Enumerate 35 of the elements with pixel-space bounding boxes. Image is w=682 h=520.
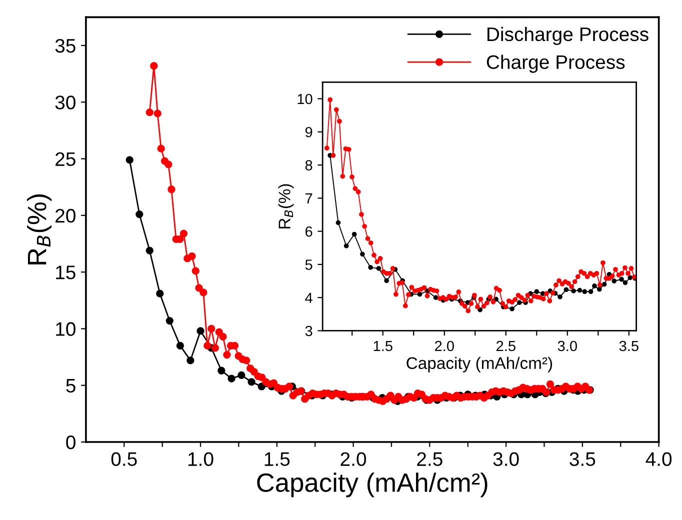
x-tick-label: 3.0 bbox=[558, 340, 577, 352]
y-axis-title: R$_{B}$(%) bbox=[278, 184, 294, 228]
x-tick-label: 3.5 bbox=[619, 340, 638, 352]
x-tick-label: 1.5 bbox=[374, 340, 392, 352]
y-tick-label: 30 bbox=[55, 96, 76, 110]
legend-label: Discharge Process bbox=[488, 26, 648, 46]
x-tick-label: 2.0 bbox=[340, 452, 366, 466]
y-tick-label: 5 bbox=[66, 379, 76, 393]
y-tick-label: 20 bbox=[56, 208, 76, 223]
y-axis-title: R$_{B}$(%) bbox=[27, 194, 52, 264]
legend-label: Charge Process bbox=[486, 54, 625, 73]
x-tick-label: 4.0 bbox=[646, 452, 672, 466]
y-tick-label: 35 bbox=[55, 38, 76, 53]
y-tick-label: 10 bbox=[56, 322, 76, 336]
y-tick-label: 15 bbox=[56, 266, 76, 280]
y-tick-label: 25 bbox=[56, 152, 76, 166]
x-tick-label: 1.0 bbox=[188, 452, 214, 466]
y-tick-label: 7 bbox=[306, 193, 312, 204]
y-tick-label: 0 bbox=[66, 435, 76, 450]
x-tick-label: 1.5 bbox=[264, 452, 290, 466]
y-tick-label: 8 bbox=[305, 160, 312, 170]
y-tick-label: 10 bbox=[298, 94, 312, 104]
x-tick-label: 3.0 bbox=[493, 452, 519, 466]
x-tick-label: 0.5 bbox=[111, 452, 137, 466]
x-tick-label: 3.5 bbox=[570, 452, 596, 466]
x-tick-label: 2.5 bbox=[496, 340, 516, 352]
y-tick-label: 9 bbox=[305, 126, 312, 138]
y-tick-label: 4 bbox=[305, 292, 312, 303]
y-tick-label: 6 bbox=[305, 226, 312, 237]
y-tick-label: 3 bbox=[305, 326, 312, 336]
x-tick-label: 2.0 bbox=[434, 340, 454, 352]
y-tick-label: 5 bbox=[305, 260, 312, 270]
x-axis-title: Capacity (mAh/cm²) bbox=[257, 472, 488, 498]
x-tick-label: 2.5 bbox=[417, 452, 442, 466]
x-axis-title: Capacity (mAh/cm²) bbox=[406, 356, 552, 372]
